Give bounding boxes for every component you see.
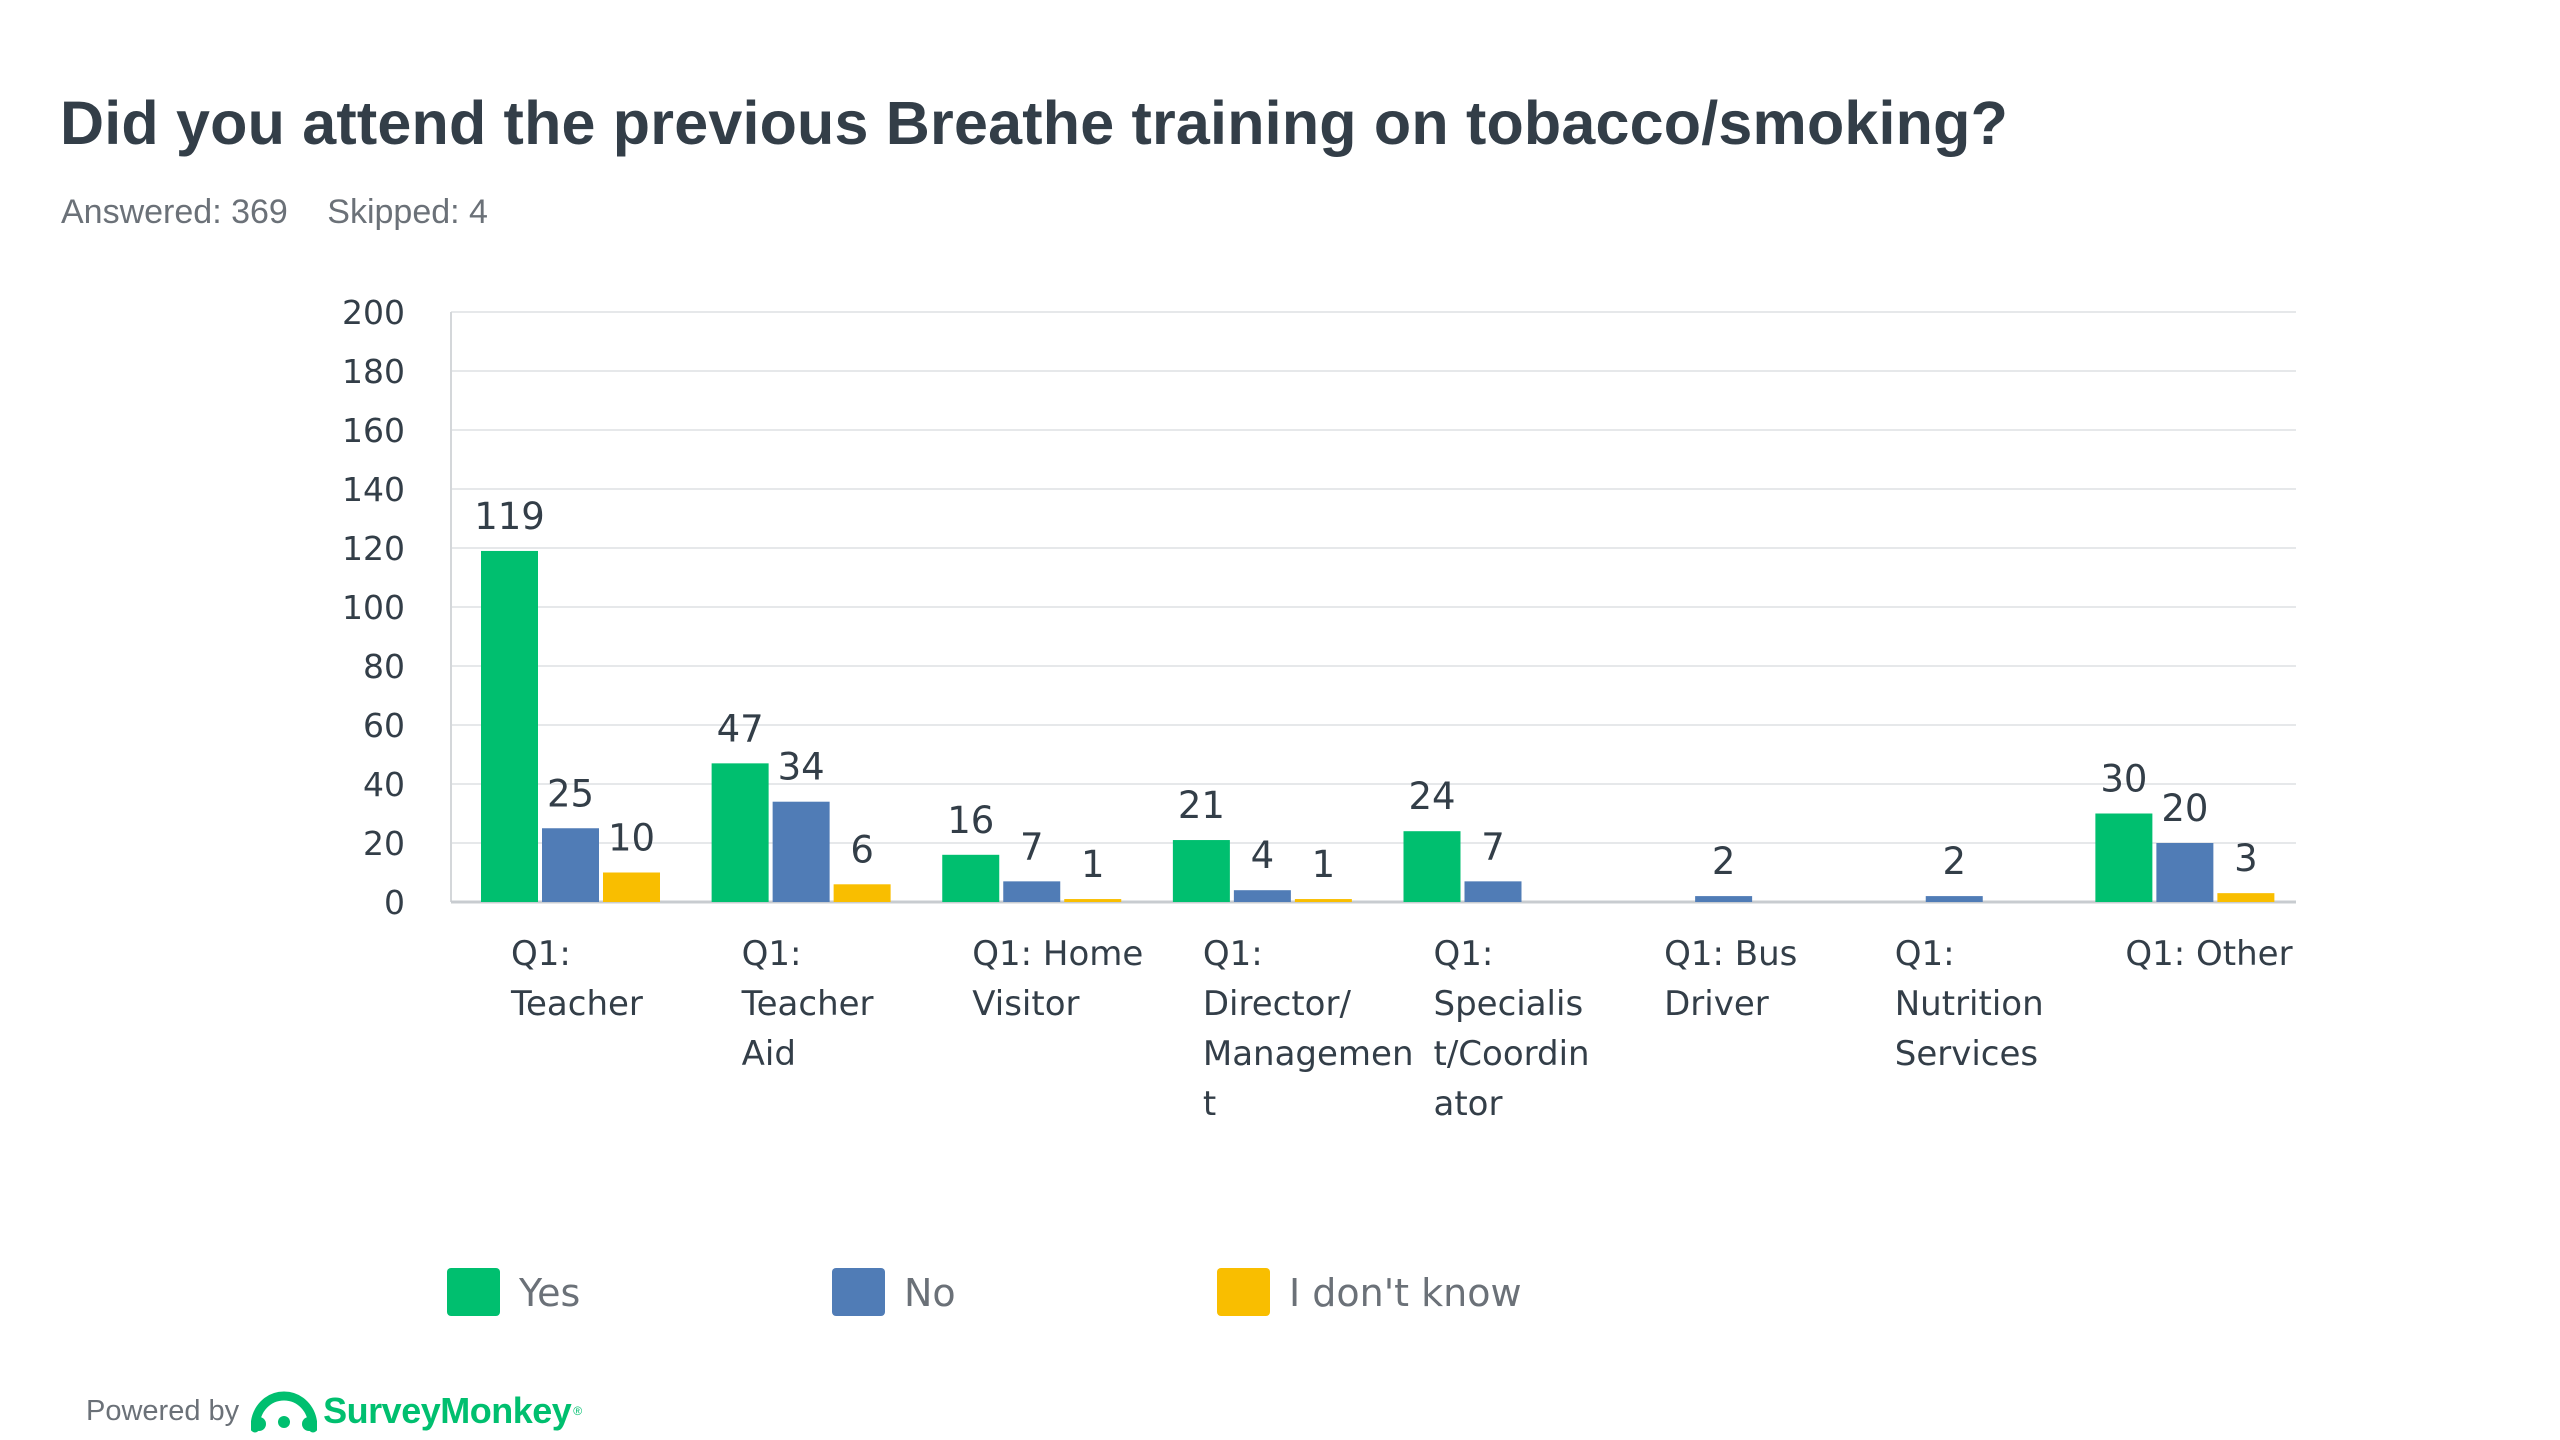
category-label: Services	[1895, 1034, 2038, 1074]
bar-no-6	[1925, 896, 1983, 902]
data-label: 3	[2234, 837, 2258, 880]
powered-by-footer: Powered by SurveyMonkey ®	[86, 1388, 582, 1434]
data-label: 30	[2100, 758, 2147, 801]
bar-no-7	[2156, 843, 2214, 902]
bar-no-3	[1233, 890, 1291, 902]
bar-i-don-t-know-1	[833, 884, 891, 902]
bar-i-don-t-know-3	[1294, 899, 1352, 902]
data-label: 2	[1712, 840, 1736, 883]
y-tick-label: 120	[342, 529, 405, 568]
category-label: Q1:	[742, 934, 802, 974]
bar-i-don-t-know-7	[2217, 893, 2275, 902]
legend-label: No	[904, 1271, 956, 1315]
brand-name: SurveyMonkey	[323, 1390, 572, 1431]
category-label: Q1: Bus	[1664, 934, 1797, 974]
trademark-mark: ®	[573, 1404, 583, 1418]
y-tick-label: 80	[363, 647, 405, 686]
legend-label: I don't know	[1289, 1271, 1522, 1315]
bar-yes-0	[481, 550, 538, 902]
legend-swatch	[832, 1268, 885, 1316]
category-label: Managemen	[1203, 1034, 1414, 1074]
legend-swatch	[1217, 1268, 1270, 1316]
y-tick-label: 200	[342, 293, 405, 332]
legend-swatch	[447, 1268, 500, 1316]
y-tick-label: 100	[342, 588, 405, 627]
y-tick-label: 140	[342, 470, 405, 509]
category-label: Nutrition	[1895, 984, 2044, 1024]
data-label: 21	[1178, 784, 1225, 827]
category-label: Q1:	[1203, 934, 1263, 974]
y-tick-label: 0	[384, 883, 405, 922]
legend-label: Yes	[518, 1271, 580, 1315]
data-label: 1	[1312, 843, 1336, 886]
powered-by-label: Powered by	[86, 1394, 240, 1427]
category-label: Teacher	[741, 984, 874, 1024]
y-tick-label: 180	[342, 352, 405, 391]
data-label: 24	[1408, 775, 1455, 818]
category-label: Specialis	[1434, 984, 1584, 1024]
y-tick-label: 160	[342, 411, 405, 450]
y-tick-label: 40	[363, 765, 405, 804]
data-label: 2	[1942, 840, 1966, 883]
bar-no-1	[772, 801, 830, 902]
category-label: Q1: Other	[2125, 934, 2292, 974]
bar-no-4	[1464, 881, 1522, 902]
skipped-count: Skipped: 4	[327, 193, 488, 231]
y-tick-label: 20	[363, 824, 405, 863]
y-tick-label: 60	[363, 706, 405, 745]
bar-no-0	[542, 828, 599, 902]
category-label: t/Coordin	[1434, 1034, 1590, 1074]
category-label: Aid	[742, 1034, 796, 1074]
bar-i-don-t-know-2	[1064, 899, 1122, 902]
category-label: Q1:	[1434, 934, 1494, 974]
category-label: Visitor	[972, 984, 1079, 1024]
bar-yes-4	[1403, 831, 1461, 902]
data-label: 4	[1251, 834, 1275, 877]
data-label: 25	[547, 772, 594, 815]
category-label: ator	[1434, 1084, 1503, 1124]
response-stats: Answered: 369 Skipped: 4	[61, 193, 488, 232]
bar-no-5	[1695, 896, 1753, 902]
category-label: Q1: Home	[972, 934, 1143, 974]
bar-yes-3	[1172, 840, 1230, 902]
category-label: t	[1203, 1084, 1216, 1124]
bar-yes-2	[942, 854, 1000, 902]
data-label: 1	[1081, 843, 1105, 886]
category-label: Q1:	[511, 934, 571, 974]
bar-yes-7	[2095, 813, 2153, 902]
data-label: 7	[1481, 825, 1505, 868]
data-label: 7	[1020, 825, 1044, 868]
data-label: 119	[474, 495, 545, 538]
page-title: Did you attend the previous Breathe trai…	[60, 89, 2009, 157]
bar-yes-1	[711, 763, 769, 902]
data-label: 47	[717, 707, 764, 750]
bar-no-2	[1003, 881, 1061, 902]
data-label: 6	[850, 828, 874, 871]
category-label: Driver	[1664, 984, 1769, 1024]
bar-i-don-t-know-0	[603, 872, 660, 902]
category-label: Teacher	[510, 984, 643, 1024]
data-label: 20	[2161, 787, 2208, 830]
data-label: 34	[778, 746, 825, 789]
category-label: Director/	[1203, 984, 1352, 1024]
data-label: 16	[947, 799, 994, 842]
answered-count: Answered: 369	[61, 193, 288, 231]
data-label: 10	[608, 817, 655, 860]
surveymonkey-logo-icon	[251, 1391, 318, 1433]
category-label: Q1:	[1895, 934, 1955, 974]
